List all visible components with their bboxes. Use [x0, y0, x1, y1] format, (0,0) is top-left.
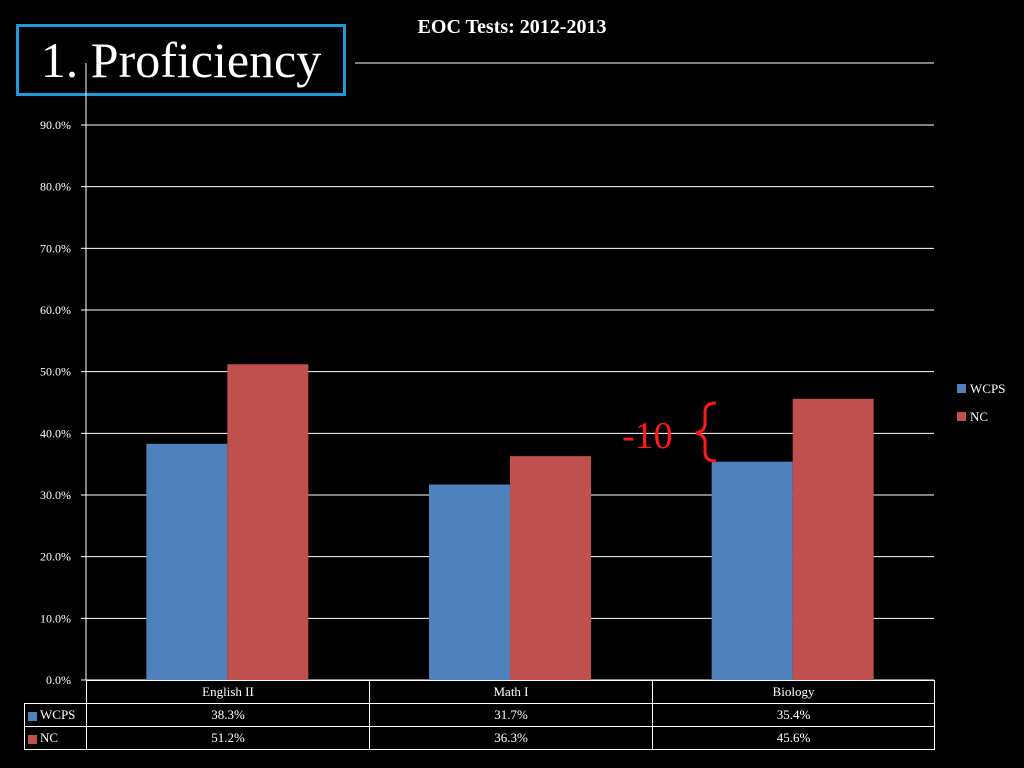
y-tick-label: 90.0% [40, 118, 71, 132]
category-label: Math I [369, 680, 653, 704]
y-tick-label: 60.0% [40, 303, 71, 317]
wcps-swatch-icon [28, 711, 37, 721]
legend: WCPS NC [957, 381, 1005, 424]
table-row: WCPS 38.3% 31.7% 35.4% [24, 703, 935, 727]
series-name: NC [40, 730, 59, 745]
bar-wcps [429, 484, 510, 680]
annotation: -10 [622, 401, 717, 463]
table-cell: 31.7% [369, 703, 653, 727]
table-cell: 38.3% [86, 703, 370, 727]
y-tick-label: 30.0% [40, 488, 71, 502]
table-cell: 51.2% [86, 726, 370, 750]
nc-swatch-icon [28, 734, 37, 744]
bar-nc [510, 456, 591, 680]
table-header-row: English II Math I Biology [24, 680, 935, 704]
legend-label: NC [970, 409, 988, 424]
wcps-legend-swatch-icon [957, 384, 966, 393]
bar-nc [792, 398, 874, 680]
series-key-nc: NC [24, 726, 87, 750]
bars [146, 364, 874, 680]
nc-legend-swatch-icon [957, 412, 966, 421]
brace-icon [695, 401, 717, 463]
series-name: WCPS [40, 707, 76, 722]
category-label: Biology [652, 680, 935, 704]
chart-title: EOC Tests: 2012-2013 [417, 16, 607, 38]
annotation-text: -10 [622, 415, 673, 457]
y-tick-label: 80.0% [40, 180, 71, 194]
bar-wcps [146, 443, 228, 680]
y-tick-label: 20.0% [40, 550, 71, 564]
bar-wcps [711, 461, 793, 680]
table-cell: 45.6% [652, 726, 935, 750]
y-tick-label: 10.0% [40, 611, 71, 625]
slide-title-box: 1. Proficiency [16, 24, 346, 96]
data-table: English II Math I Biology WCPS 38.3% 31.… [24, 680, 935, 750]
table-cell: 35.4% [652, 703, 935, 727]
table-row: NC 51.2% 36.3% 45.6% [24, 726, 935, 750]
y-axis-ticks: 0.0%10.0%20.0%30.0%40.0%50.0%60.0%70.0%8… [40, 118, 71, 687]
y-tick-label: 40.0% [40, 426, 71, 440]
y-tick-label: 50.0% [40, 365, 71, 379]
legend-label: WCPS [970, 381, 1005, 396]
category-label: English II [86, 680, 370, 704]
bar-nc [227, 364, 309, 680]
series-key-wcps: WCPS [24, 703, 87, 727]
y-tick-label: 70.0% [40, 241, 71, 255]
table-cell: 36.3% [369, 726, 653, 750]
table-corner [24, 680, 87, 704]
slide-title: 1. Proficiency [40, 32, 322, 88]
